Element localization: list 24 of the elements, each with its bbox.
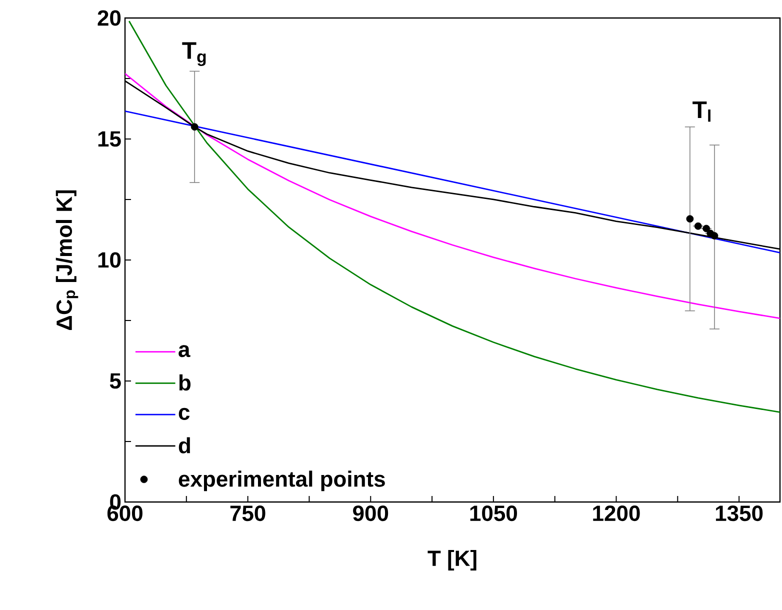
x-axis-title: T [K] — [428, 550, 476, 570]
point — [710, 232, 718, 240]
legend-label: a — [178, 345, 190, 358]
legend-label: experimental points — [178, 470, 385, 492]
legend-label: c — [178, 408, 190, 420]
y-tick-label: 15 — [98, 131, 121, 147]
point — [190, 123, 198, 131]
x-tick-label: 900 — [353, 506, 388, 522]
point — [686, 215, 694, 223]
annotation: T$_{g}$ — [182, 42, 206, 66]
y-tick-label: 10 — [98, 252, 121, 268]
line-series — [125, 72, 780, 320]
point — [702, 224, 710, 232]
y-axis-title: ΔC$_{p}$ [J/mol K] — [56, 190, 78, 330]
annotation: T$_{l}$ — [692, 101, 710, 122]
legend-label: b — [179, 374, 191, 391]
legend-label: d — [178, 437, 190, 454]
x-tick-label: 1350 — [716, 506, 763, 522]
x-tick-label: 1200 — [593, 506, 640, 522]
y-tick-label: 20 — [98, 10, 121, 26]
point — [694, 222, 702, 230]
x-tick-label: 1050 — [470, 506, 517, 522]
x-tick-label: 750 — [230, 506, 266, 522]
y-tick-label: 5 — [110, 373, 121, 389]
